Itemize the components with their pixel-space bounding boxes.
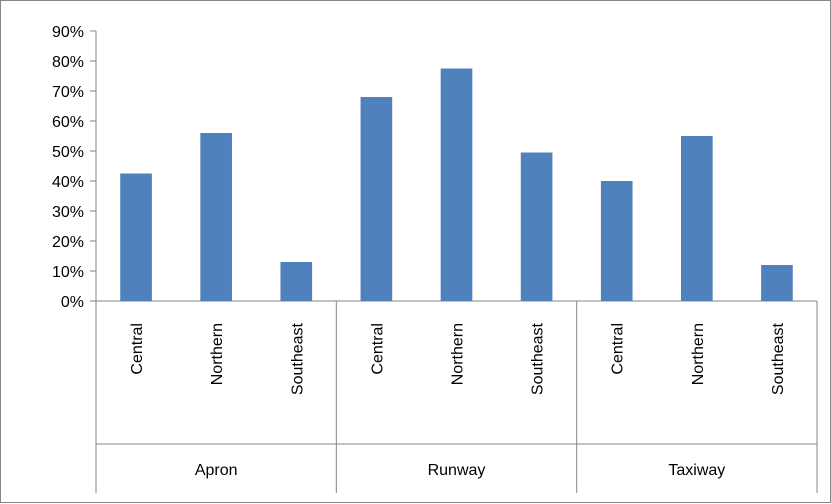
- category-label: Northern: [690, 323, 707, 385]
- y-tick-label: 50%: [52, 144, 84, 161]
- category-label: Central: [610, 323, 627, 375]
- bar-taxiway-southeast: [761, 265, 793, 301]
- bar-apron-southeast: [280, 262, 313, 301]
- y-tick-label: 60%: [52, 114, 84, 131]
- bar-runway-southeast: [520, 152, 553, 301]
- y-tick-label: 80%: [52, 54, 84, 71]
- labels: 0% 10% 20% 30% 40% 50% 60% 70% 80% 90% Central Nort…: [52, 24, 787, 479]
- group-label: Runway: [428, 462, 486, 479]
- y-tick-label: 90%: [52, 24, 84, 41]
- group-label: Taxiway: [668, 462, 725, 479]
- y-tick-label: 10%: [52, 264, 84, 281]
- bar-apron-central: [120, 173, 152, 301]
- group-label: Apron: [195, 462, 238, 479]
- category-label: Northern: [209, 323, 226, 385]
- y-tick-label: 0%: [61, 294, 84, 311]
- y-tick-label: 70%: [52, 84, 84, 101]
- y-tick-label: 20%: [52, 234, 84, 251]
- bar-runway-northern: [440, 68, 473, 301]
- category-label: Central: [369, 323, 386, 375]
- category-label: Southeast: [530, 322, 547, 395]
- y-tick-label: 30%: [52, 204, 84, 221]
- y-tick-label: 40%: [52, 174, 84, 191]
- bar-apron-northern: [200, 133, 232, 301]
- bar-runway-central: [360, 97, 393, 301]
- bars: [120, 68, 793, 301]
- category-label: Northern: [450, 323, 467, 385]
- bar-taxiway-northern: [681, 136, 713, 301]
- category-label: Southeast: [289, 322, 306, 395]
- category-label: Central: [129, 323, 146, 375]
- bar-taxiway-central: [600, 181, 633, 301]
- category-label: Southeast: [770, 322, 787, 395]
